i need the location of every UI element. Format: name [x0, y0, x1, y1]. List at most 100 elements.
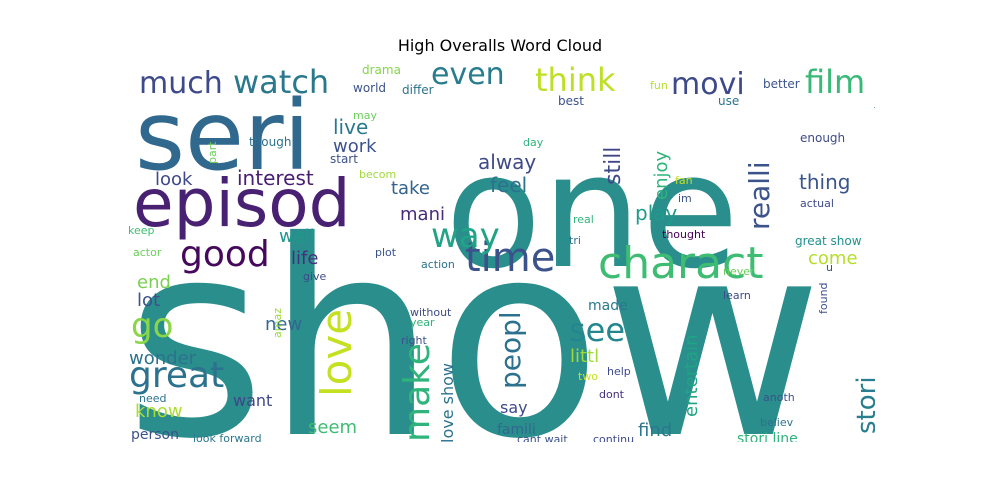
word-part: part — [206, 141, 219, 164]
word-film: film — [805, 63, 865, 101]
word-look: look — [155, 169, 193, 190]
word-even: even — [431, 62, 505, 92]
word-live: live — [333, 115, 368, 139]
word-movi: movi — [671, 67, 745, 102]
word-give: give — [303, 270, 327, 283]
word-famili: famili — [497, 422, 536, 438]
word-thing: thing — [799, 170, 850, 194]
word-though: though — [249, 135, 291, 149]
word-better: better — [763, 77, 800, 91]
word-show: show — [125, 183, 823, 442]
word-look-forward: look forward — [193, 432, 262, 442]
word-take: take — [391, 178, 430, 199]
word-made: made — [588, 298, 628, 314]
word-real: real — [573, 213, 594, 226]
word-u: u — [826, 261, 833, 274]
word-cant-wait: cant wait — [517, 433, 568, 442]
word-lot: lot — [137, 290, 160, 311]
word-way: way — [431, 216, 500, 256]
word-year: year — [410, 316, 435, 329]
word-play: play — [635, 201, 678, 225]
word-love: love — [312, 309, 361, 397]
word-mani: mani — [400, 204, 445, 225]
word-entertain: entertain — [681, 334, 702, 417]
word-help: help — [607, 365, 631, 378]
word-season: season — [870, 275, 875, 366]
word-great: great — [129, 355, 224, 396]
word-dont: dont — [599, 388, 625, 401]
word-action: action — [421, 258, 455, 271]
word-continu: continu — [593, 433, 634, 442]
word-come: come — [808, 248, 858, 269]
word-without: without — [410, 306, 452, 319]
word-day: day — [523, 136, 544, 149]
word-go: go — [131, 306, 173, 346]
word-drama: drama — [362, 63, 401, 77]
word-episod: episod — [133, 165, 351, 242]
word-think: think — [535, 62, 616, 99]
word-im: im — [678, 192, 692, 205]
word-littl: littl — [570, 346, 599, 367]
word-believ: believ — [760, 416, 794, 429]
word-see: see — [569, 311, 625, 349]
word-time: time — [465, 235, 555, 281]
word-charact: charact — [598, 238, 764, 289]
word-seem: seem — [308, 417, 357, 438]
word-may: may — [353, 109, 377, 122]
word-work: work — [333, 136, 377, 157]
word-feel: feel — [490, 173, 527, 197]
word-use: use — [718, 94, 739, 108]
word-world: world — [353, 81, 386, 95]
word-know: know — [135, 401, 183, 422]
word-life: life — [291, 248, 318, 269]
word-watch: watch — [233, 63, 329, 101]
chart-title: High Overalls Word Cloud — [397, 36, 603, 55]
word-enjoy: enjoy — [651, 151, 672, 200]
word-seri: seri — [135, 80, 310, 192]
word-wonder: wonder — [129, 348, 197, 369]
word-need: need — [139, 392, 167, 405]
word-becom: becom — [359, 168, 396, 181]
word-great-show: great show — [795, 234, 862, 248]
word-never: never — [723, 265, 755, 278]
word-make: make — [397, 343, 438, 442]
word-want: want — [233, 391, 272, 410]
word-anoth: anoth — [763, 391, 795, 404]
word-find: find — [638, 420, 672, 441]
word-person: person — [131, 427, 179, 442]
word-one: one — [445, 120, 739, 304]
word-learn: learn — [723, 289, 751, 302]
word-plot: plot — [375, 246, 397, 259]
word-found: found — [817, 282, 830, 314]
word-alway: alway — [478, 150, 536, 174]
word-much: much — [139, 66, 223, 101]
word-differ: differ — [402, 83, 434, 97]
word-well: well — [279, 226, 315, 247]
word-end: end — [137, 272, 171, 293]
word-tri: tri — [569, 234, 581, 247]
word-good: good — [180, 234, 270, 275]
word-start: start — [330, 152, 358, 166]
word-thought: thought — [662, 228, 706, 241]
word-keep: keep — [128, 224, 155, 237]
word-love-show: love show — [438, 363, 457, 442]
word-enough: enough — [800, 131, 845, 145]
word-still: still — [601, 147, 626, 185]
word-peopl: peopl — [494, 311, 527, 389]
word-right: right — [401, 334, 428, 347]
word-stori-line: stori line — [737, 431, 798, 442]
word-realli: realli — [743, 161, 776, 230]
word-amaz: amaz — [271, 308, 284, 338]
word-say: say — [500, 398, 528, 417]
word-fan: fan — [675, 174, 693, 187]
word-fun: fun — [650, 79, 668, 92]
word-actor: actor — [133, 246, 162, 259]
word-two: two — [578, 370, 598, 383]
word-interest: interest — [237, 166, 314, 190]
word-stori: stori — [852, 376, 875, 434]
word-best: best — [558, 94, 584, 108]
word-new: new — [265, 314, 302, 335]
word-actual: actual — [800, 197, 834, 210]
